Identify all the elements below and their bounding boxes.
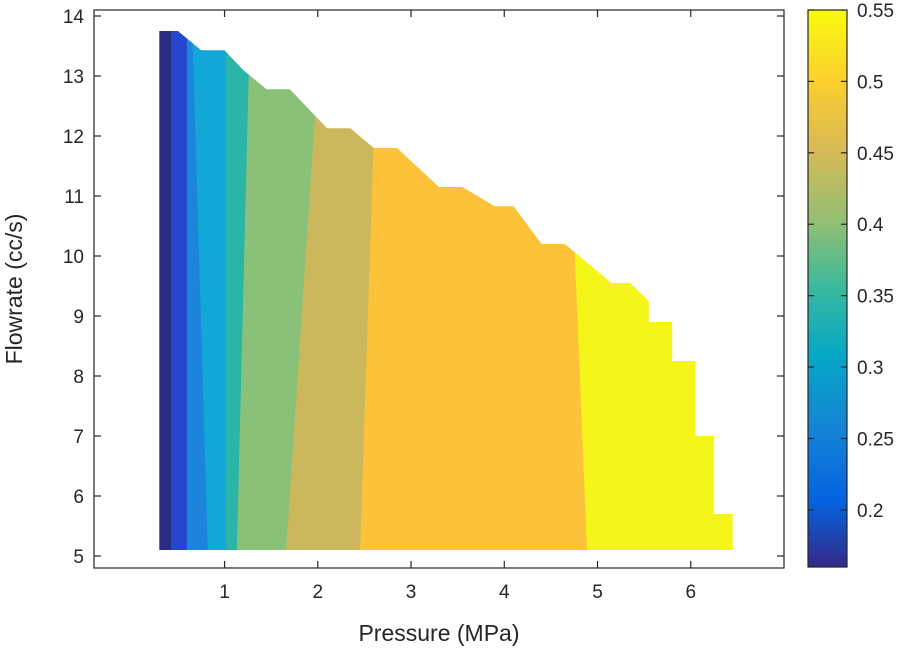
x-tick-label: 1	[219, 582, 230, 603]
colorbar-gradient	[808, 10, 847, 567]
y-tick-label: 6	[73, 487, 84, 508]
y-tick-label: 14	[63, 7, 85, 28]
y-tick-label: 5	[73, 547, 84, 568]
y-tick-label: 8	[73, 367, 84, 388]
colorbar-tick-label: 0.2	[857, 501, 883, 522]
y-tick-label: 13	[63, 67, 84, 88]
colorbar-tick-label: 0.5	[857, 72, 883, 93]
x-tick-label: 4	[499, 582, 510, 603]
axes-frame	[93, 9, 785, 569]
contour-band-0_18	[171, 31, 188, 550]
contour-band-0_4	[284, 31, 379, 550]
colorbar-tick-label: 0.3	[857, 358, 883, 379]
y-tick-label: 12	[63, 127, 84, 148]
x-axis: 1 2 3 4 5 6	[219, 10, 696, 603]
colorbar-tick-label: 0.25	[857, 429, 894, 450]
contour-band-0_25	[191, 31, 227, 550]
x-tick-label: 2	[312, 582, 323, 603]
colorbar: 0.2 0.25 0.3 0.35 0.4 0.45 0.5 0.55	[807, 1, 894, 568]
y-tick-label: 10	[63, 247, 84, 268]
y-axis: 5 6 7 8 9 10 11 12 13 14	[63, 7, 784, 568]
colorbar-frame	[807, 9, 848, 568]
x-tick-label: 5	[592, 582, 603, 603]
contour-band-0_3	[226, 31, 251, 550]
colorbar-tick-label: 0.45	[857, 144, 894, 165]
contour-band-0_35	[236, 31, 323, 550]
y-tick-label: 11	[64, 187, 84, 208]
y-tick-label: 7	[73, 427, 84, 448]
colorbar-tick-label: 0.55	[857, 1, 894, 22]
y-axis-label: Flowrate (cc/s)	[1, 214, 27, 365]
contour-band-0_2	[186, 31, 209, 550]
x-axis-label: Pressure (MPa)	[358, 620, 519, 646]
colorbar-tick-label: 0.4	[857, 215, 884, 236]
x-tick-label: 3	[406, 582, 417, 603]
colorbar-tick-label: 0.35	[857, 287, 894, 308]
y-tick-label: 9	[73, 307, 84, 328]
x-tick-label: 6	[685, 582, 696, 603]
